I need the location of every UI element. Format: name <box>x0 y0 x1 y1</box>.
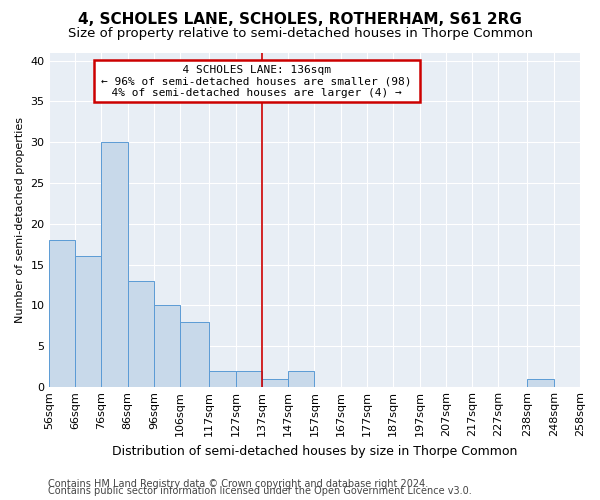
Y-axis label: Number of semi-detached properties: Number of semi-detached properties <box>15 116 25 322</box>
Bar <box>288 370 314 387</box>
Text: Contains HM Land Registry data © Crown copyright and database right 2024.: Contains HM Land Registry data © Crown c… <box>48 479 428 489</box>
X-axis label: Distribution of semi-detached houses by size in Thorpe Common: Distribution of semi-detached houses by … <box>112 444 517 458</box>
Bar <box>262 378 288 387</box>
Bar <box>209 370 236 387</box>
Text: Contains public sector information licensed under the Open Government Licence v3: Contains public sector information licen… <box>48 486 472 496</box>
Bar <box>236 370 262 387</box>
Bar <box>181 322 209 387</box>
Bar <box>75 256 101 387</box>
Bar <box>128 281 154 387</box>
Bar <box>101 142 128 387</box>
Bar <box>527 378 554 387</box>
Bar <box>49 240 75 387</box>
Text: 4 SCHOLES LANE: 136sqm  
← 96% of semi-detached houses are smaller (98)
  4% of : 4 SCHOLES LANE: 136sqm ← 96% of semi-det… <box>98 64 415 98</box>
Bar <box>154 306 181 387</box>
Text: Size of property relative to semi-detached houses in Thorpe Common: Size of property relative to semi-detach… <box>67 28 533 40</box>
Text: 4, SCHOLES LANE, SCHOLES, ROTHERHAM, S61 2RG: 4, SCHOLES LANE, SCHOLES, ROTHERHAM, S61… <box>78 12 522 28</box>
